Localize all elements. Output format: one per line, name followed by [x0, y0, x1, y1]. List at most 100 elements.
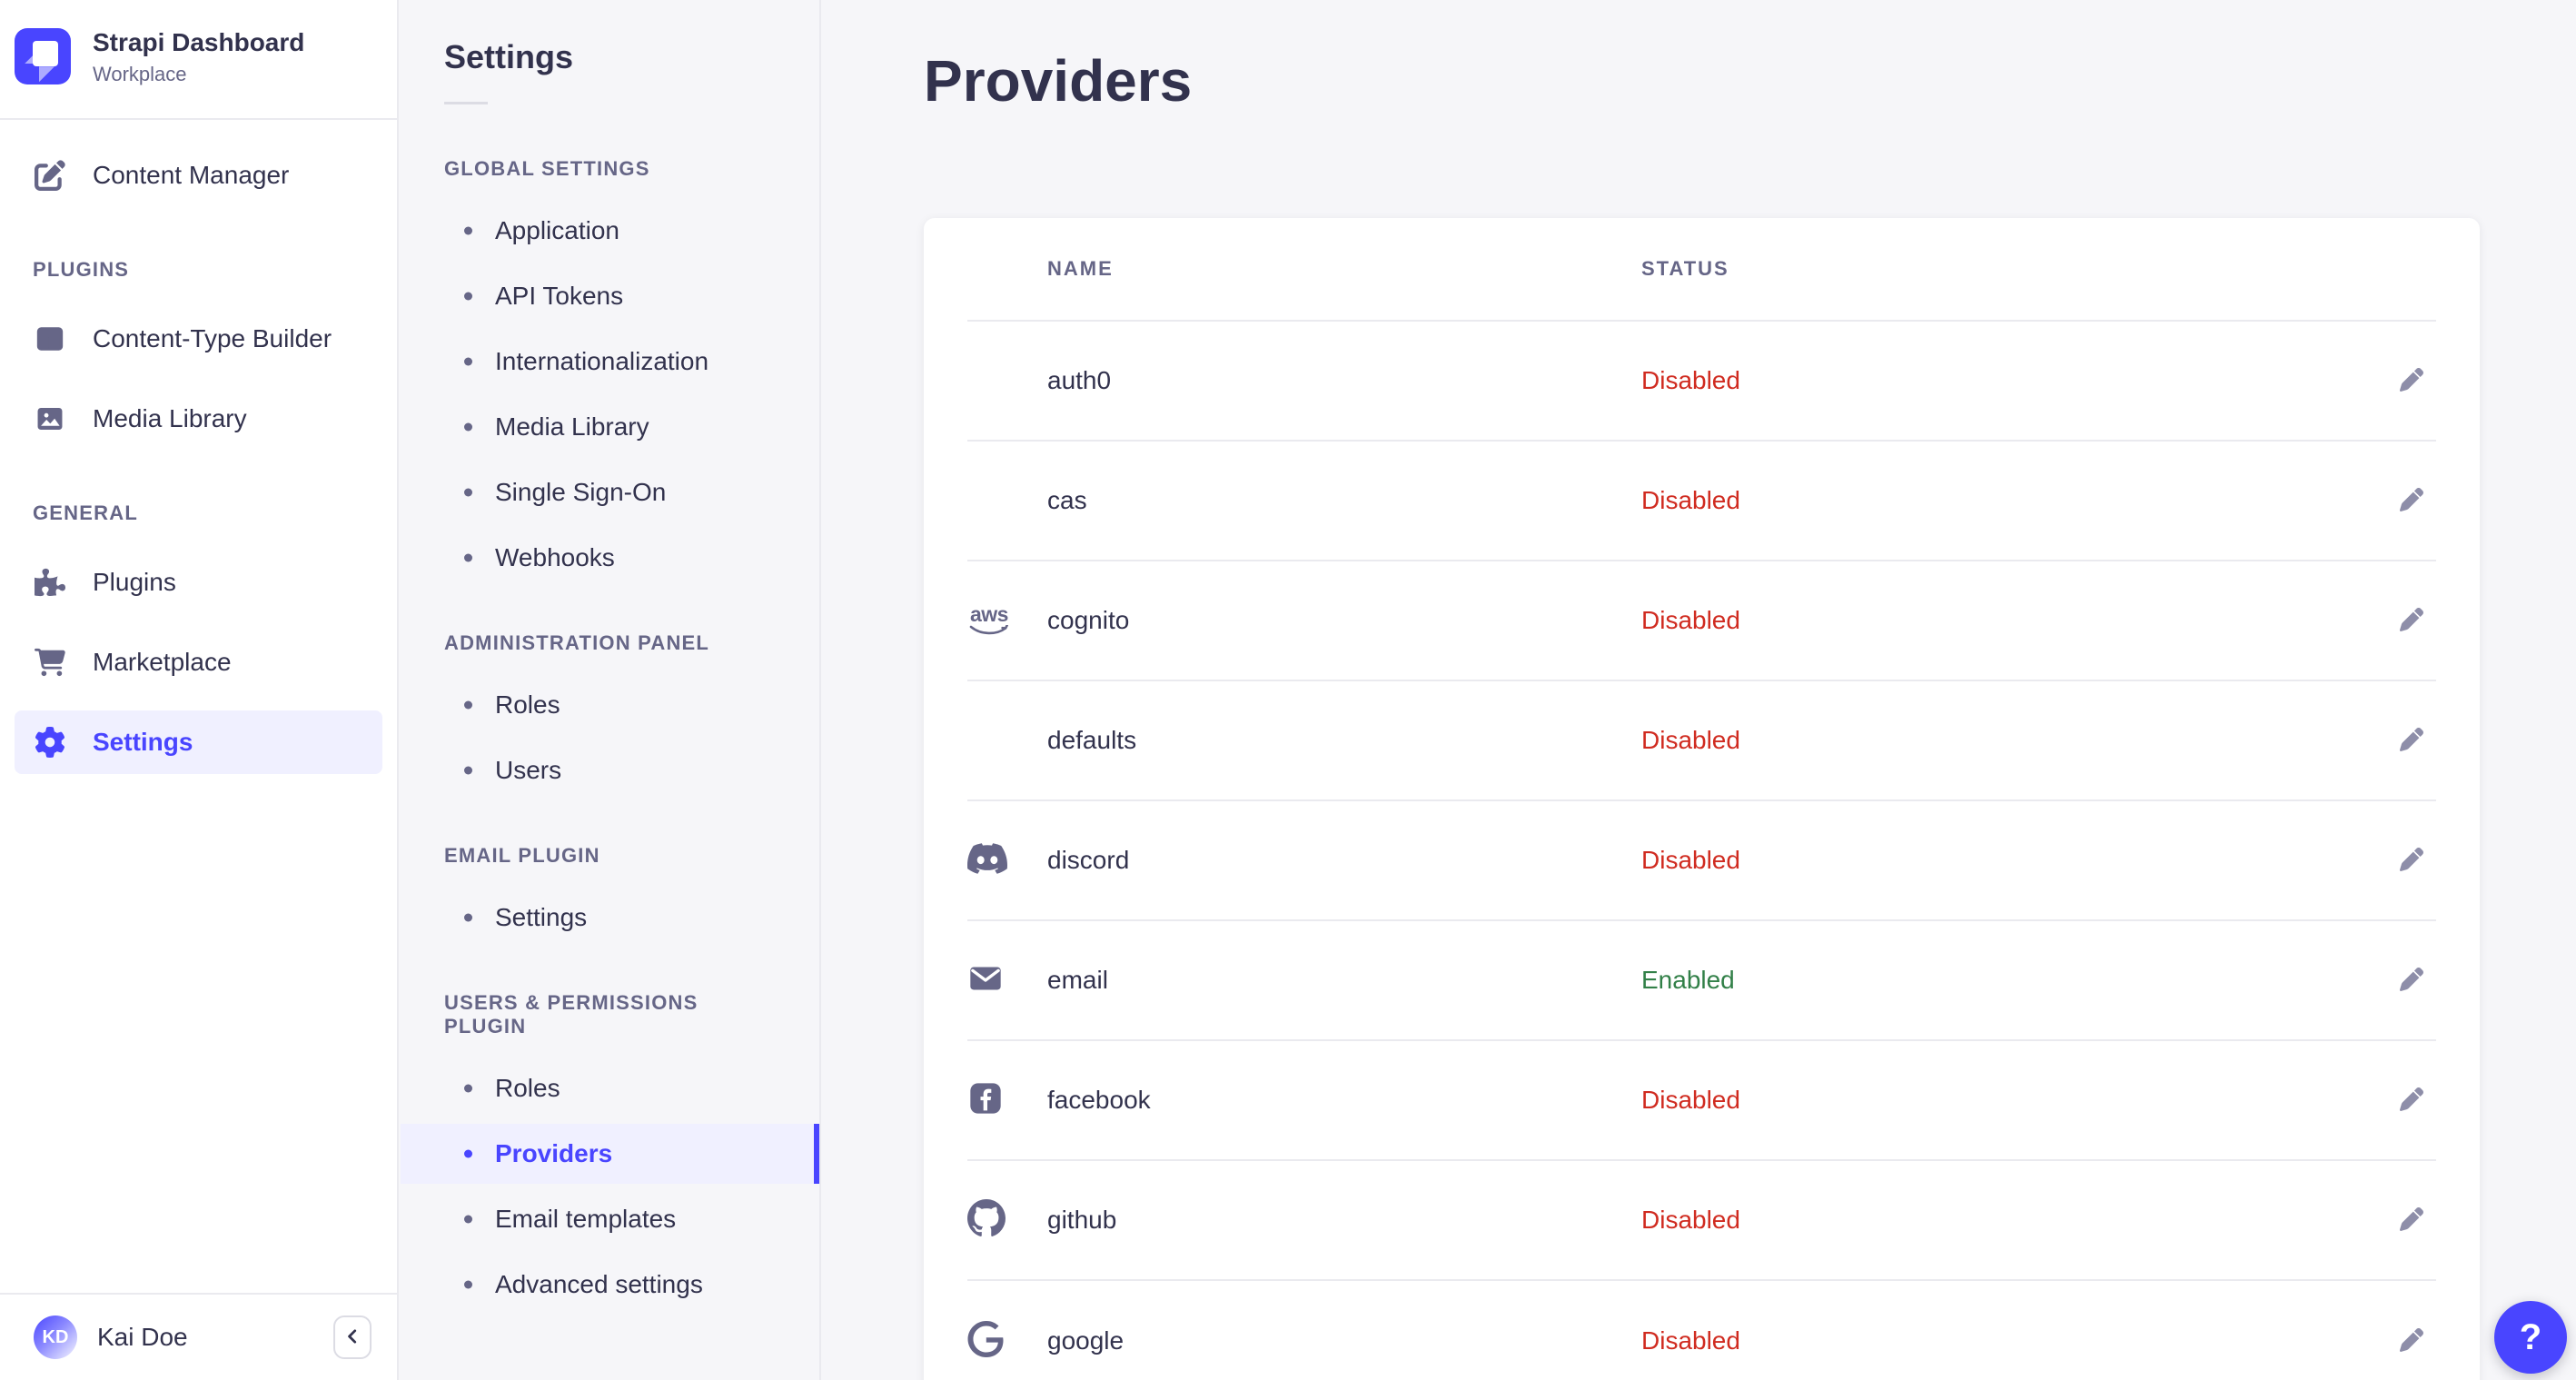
- edit-provider-button[interactable]: [2393, 720, 2431, 761]
- subnav-item-advanced-settings[interactable]: Advanced settings: [401, 1255, 819, 1315]
- subnav-section-administration-panel: ADMINISTRATION PANEL: [444, 631, 710, 654]
- subnav-item-label: Roles: [495, 690, 560, 719]
- page-title: Providers: [924, 48, 1193, 114]
- envelope-icon: [967, 960, 1004, 1001]
- image-icon: [33, 402, 67, 436]
- sidebar-item-settings[interactable]: Settings: [15, 710, 382, 774]
- column-header-name: NAME: [1047, 257, 1114, 280]
- subnav-section-users-permissions-plugin: USERS & PERMISSIONS PLUGIN: [444, 991, 698, 1037]
- table-row[interactable]: google Disabled: [967, 1281, 2436, 1380]
- edit-provider-button[interactable]: [2393, 1321, 2431, 1362]
- subnav-item-single-sign-on[interactable]: Single Sign-On: [401, 462, 819, 522]
- status-badge: Disabled: [1641, 606, 1740, 634]
- provider-name: github: [1047, 1206, 1117, 1234]
- pencil-icon: [2400, 727, 2423, 754]
- nav-section-general: GENERAL: [33, 501, 138, 524]
- edit-provider-button[interactable]: [2393, 481, 2431, 521]
- sidebar-item-label: Content-Type Builder: [93, 323, 332, 352]
- brand-text: Strapi Dashboard Workplace: [93, 27, 304, 86]
- subnav-item-label: Advanced settings: [495, 1270, 703, 1298]
- table-header: NAME STATUS: [967, 218, 2436, 322]
- providers-table: NAME STATUS auth0 Disabled cas Disabled …: [924, 218, 2480, 1380]
- subnav-item-up-roles[interactable]: Roles: [401, 1058, 819, 1118]
- subnav-item-email-templates[interactable]: Email templates: [401, 1189, 819, 1249]
- status-badge: Disabled: [1641, 366, 1740, 394]
- pencil-icon: [2400, 607, 2423, 634]
- pencil-icon: [2400, 847, 2423, 874]
- subnav-section-global-settings: GLOBAL SETTINGS: [444, 157, 650, 180]
- edit-provider-button[interactable]: [2393, 840, 2431, 881]
- provider-name: facebook: [1047, 1086, 1151, 1114]
- sidebar-item-marketplace[interactable]: Marketplace: [15, 630, 382, 694]
- sidebar-item-label: Plugins: [93, 567, 176, 596]
- pencil-icon: [2400, 487, 2423, 514]
- main-content: Providers NAME STATUS auth0 Disabled cas…: [821, 0, 2576, 1380]
- status-badge: Disabled: [1641, 1086, 1740, 1114]
- subnav-item-label: Internationalization: [495, 347, 709, 375]
- table-row[interactable]: defaults Disabled: [967, 681, 2436, 801]
- status-badge: Disabled: [1641, 1326, 1740, 1355]
- edit-provider-button[interactable]: [2393, 361, 2431, 402]
- status-badge: Disabled: [1641, 726, 1740, 754]
- table-row[interactable]: cas Disabled: [967, 442, 2436, 561]
- status-badge: Disabled: [1641, 846, 1740, 874]
- subnav-item-label: Email templates: [495, 1205, 677, 1233]
- edit-provider-button[interactable]: [2393, 1200, 2431, 1241]
- sidebar-item-label: Marketplace: [93, 647, 232, 676]
- subnav-item-api-tokens[interactable]: API Tokens: [401, 266, 819, 326]
- sidebar-item-media-library[interactable]: Media Library: [15, 387, 382, 451]
- chevron-left-icon: [342, 1326, 362, 1349]
- subnav-item-admin-roles[interactable]: Roles: [401, 675, 819, 735]
- divider: [0, 117, 397, 120]
- sidebar-item-label: Settings: [93, 727, 193, 756]
- brand: Strapi Dashboard Workplace: [0, 0, 397, 86]
- provider-name: defaults: [1047, 726, 1137, 754]
- settings-subnav: Settings GLOBAL SETTINGS Application API…: [401, 0, 821, 1380]
- discord-icon: [967, 839, 1007, 883]
- subnav-item-providers[interactable]: Providers: [401, 1124, 819, 1184]
- subnav-item-label: Settings: [495, 903, 588, 931]
- subnav-item-label: Users: [495, 756, 562, 784]
- avatar[interactable]: KD: [34, 1315, 77, 1359]
- sidebar-item-content-manager[interactable]: Content Manager: [15, 144, 382, 207]
- subnav-title: Settings: [444, 38, 574, 75]
- table-row[interactable]: aws cognito Disabled: [967, 561, 2436, 681]
- facebook-icon: [967, 1080, 1004, 1121]
- table-row[interactable]: facebook Disabled: [967, 1041, 2436, 1161]
- app-title: Strapi Dashboard: [93, 28, 305, 56]
- table-row[interactable]: github Disabled: [967, 1161, 2436, 1281]
- table-row[interactable]: auth0 Disabled: [967, 322, 2436, 442]
- google-icon: [967, 1320, 1004, 1362]
- edit-provider-button[interactable]: [2393, 960, 2431, 1001]
- subnav-item-label: Providers: [495, 1139, 613, 1167]
- user-name: Kai Doe: [97, 1323, 188, 1351]
- provider-name: discord: [1047, 846, 1130, 874]
- sidebar-item-content-type-builder[interactable]: Content-Type Builder: [15, 307, 382, 371]
- divider: [444, 102, 488, 104]
- layout-icon: [33, 322, 67, 356]
- pen-square-icon: [33, 158, 67, 193]
- subnav-item-webhooks[interactable]: Webhooks: [401, 528, 819, 588]
- aws-icon: aws: [967, 603, 1011, 638]
- table-row[interactable]: email Enabled: [967, 921, 2436, 1041]
- strapi-logo-icon: [15, 28, 71, 85]
- pencil-icon: [2400, 367, 2423, 394]
- subnav-item-internationalization[interactable]: Internationalization: [401, 332, 819, 392]
- subnav-item-email-settings[interactable]: Settings: [401, 888, 819, 948]
- edit-provider-button[interactable]: [2393, 601, 2431, 641]
- table-row[interactable]: discord Disabled: [967, 801, 2436, 921]
- subnav-item-media-library[interactable]: Media Library: [401, 397, 819, 457]
- question-icon: ?: [2519, 1316, 2542, 1357]
- sidebar-item-plugins[interactable]: Plugins: [15, 551, 382, 614]
- subnav-section-email-plugin: EMAIL PLUGIN: [444, 844, 600, 867]
- provider-name: cas: [1047, 486, 1087, 514]
- subnav-item-admin-users[interactable]: Users: [401, 740, 819, 800]
- provider-name: auth0: [1047, 366, 1112, 394]
- collapse-sidebar-button[interactable]: [333, 1315, 372, 1359]
- subnav-item-application[interactable]: Application: [401, 201, 819, 261]
- help-button[interactable]: ?: [2494, 1301, 2567, 1374]
- edit-provider-button[interactable]: [2393, 1080, 2431, 1121]
- provider-name: google: [1047, 1326, 1125, 1355]
- pencil-icon: [2400, 1327, 2423, 1355]
- subnav-item-label: Webhooks: [495, 543, 615, 571]
